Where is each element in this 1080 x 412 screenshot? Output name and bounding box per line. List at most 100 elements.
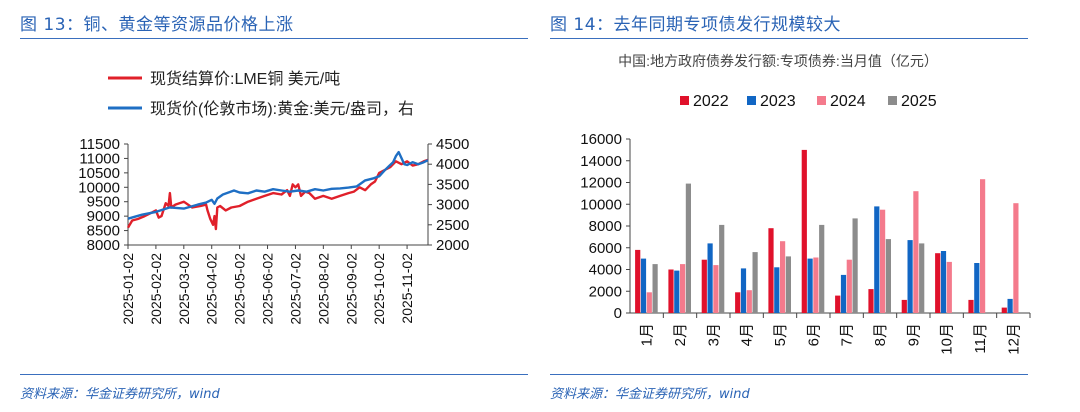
y-left-tick-label: 10000	[78, 179, 120, 196]
legend-swatch-2023	[747, 96, 756, 105]
gold-price-line	[127, 150, 429, 220]
bar-2022-5月	[768, 228, 774, 313]
x-tick-label: 2025-03-02	[176, 253, 192, 325]
bar-2024-4月	[746, 290, 752, 313]
bar-2023-2月	[674, 270, 680, 313]
bar-2025-7月	[852, 218, 858, 313]
x-tick-label: 10月	[939, 323, 956, 355]
y-right-tick-label: 4500	[436, 136, 469, 153]
bar-2024-3月	[713, 265, 719, 313]
y-tick-label: 12000	[580, 175, 622, 192]
figure-13-bottom-rule	[20, 374, 528, 375]
legend-swatch-2022	[680, 96, 689, 105]
y-tick-label: 10000	[580, 196, 622, 213]
y-left-tick-label: 11500	[79, 136, 120, 153]
legend-swatch-2024	[817, 96, 826, 105]
x-tick-label: 11月	[972, 323, 989, 354]
x-tick-label: 8月	[872, 323, 889, 346]
bar-2022-4月	[735, 292, 741, 313]
legend-label-2022: 2022	[693, 93, 729, 110]
x-tick-label: 2025-07-02	[287, 253, 303, 325]
x-tick-label: 9月	[905, 323, 922, 346]
x-tick-label: 2025-05-02	[232, 253, 248, 325]
y-right-tick-label: 2000	[436, 237, 469, 254]
y-left-tick-label: 9000	[87, 208, 120, 225]
y-tick-label: 14000	[580, 153, 622, 170]
figure-13-top-rule	[20, 38, 528, 39]
y-left-tick-label: 9500	[87, 194, 120, 211]
figure-14-bottom-rule	[550, 374, 1028, 375]
y-left-tick-label: 10500	[78, 165, 120, 182]
figure-14-source: 资料来源：华金证券研究所，wind	[550, 387, 750, 402]
copper-price-line	[126, 158, 429, 231]
y-right-tick-label: 3000	[436, 197, 469, 214]
bar-2022-12月	[1001, 307, 1007, 313]
bar-2025-2月	[685, 183, 691, 313]
y-left-tick-label: 11000	[79, 150, 120, 167]
bar-2025-8月	[885, 239, 891, 313]
legend-label-2023: 2023	[760, 93, 796, 110]
x-tick-label: 2025-06-02	[260, 253, 276, 325]
bar-2023-7月	[840, 274, 847, 313]
x-tick-label: 3月	[705, 323, 722, 346]
bar-2023-4月	[740, 268, 747, 313]
legend-label-2024: 2024	[830, 93, 866, 110]
bar-chart: 中国:地方政府债券发行额:专项债券:当月值（亿元） 2022 2023 2024 202…	[580, 53, 1031, 355]
bar-2022-2月	[668, 269, 674, 313]
bar-2024-2月	[680, 264, 686, 313]
bar-2023-10月	[940, 251, 947, 313]
y-right-tick-label: 4000	[436, 156, 469, 173]
y-tick-label: 2000	[589, 283, 622, 300]
bar-2024-7月	[846, 259, 852, 313]
bar-2022-9月	[901, 299, 907, 313]
legend-label-2025: 2025	[901, 93, 937, 110]
figure-14: 图 14：去年同期专项债发行规模较大 中国:地方政府债券发行额:专项债券:当月值…	[550, 0, 1080, 412]
x-tick-label: 6月	[805, 323, 822, 346]
x-tick-label: 2月	[672, 323, 689, 346]
legend-label-1: 现货结算价:LME铜 美元/吨	[150, 69, 340, 88]
bar-2025-1月	[652, 264, 658, 313]
y-left-tick-label: 8000	[87, 237, 120, 254]
x-tick-label: 2025-01-02	[120, 253, 136, 325]
bar-2025-3月	[719, 224, 725, 313]
bar-2024-12月	[1013, 203, 1019, 313]
bar-2023-12月	[1007, 298, 1013, 313]
bar-2023-5月	[774, 267, 780, 313]
bar-2023-11月	[974, 263, 980, 313]
bar-2024-8月	[880, 209, 886, 313]
x-tick-label: 4月	[739, 323, 756, 346]
bar-2022-11月	[968, 299, 974, 313]
y-tick-label: 8000	[589, 218, 622, 235]
figure-13-title: 图 13：铜、黄金等资源品价格上涨	[20, 15, 294, 35]
bar-2023-3月	[707, 243, 713, 313]
bar-2025-5月	[785, 256, 791, 313]
figure-13: 图 13：铜、黄金等资源品价格上涨 现货结算价:LME铜 美元/吨现货价(伦敦市…	[0, 0, 530, 412]
y-tick-label: 0	[614, 305, 622, 322]
y-tick-label: 4000	[589, 262, 622, 279]
x-tick-label: 2025-04-02	[204, 253, 220, 325]
bar-2025-9月	[919, 243, 925, 313]
x-tick-label: 2025-08-02	[315, 253, 331, 325]
bar-2022-7月	[835, 295, 841, 313]
bar-2022-6月	[801, 149, 807, 313]
bar-chart-subtitle: 中国:地方政府债券发行额:专项债券:当月值（亿元）	[618, 53, 938, 69]
bar-2024-11月	[980, 179, 986, 313]
x-tick-label: 12月	[1005, 323, 1022, 355]
figure-14-title: 图 14：去年同期专项债发行规模较大	[550, 15, 842, 35]
x-tick-label: 2025-09-02	[343, 253, 359, 325]
bar-2022-1月	[635, 249, 641, 313]
y-tick-label: 16000	[580, 131, 622, 148]
bar-2022-3月	[701, 259, 707, 313]
legend-label-2: 现货价(伦敦市场):黄金:美元/盎司，右	[150, 100, 414, 118]
bar-2025-6月	[819, 224, 825, 313]
bar-2023-9月	[907, 240, 913, 313]
y-right-tick-label: 2500	[436, 217, 469, 234]
bar-2024-5月	[780, 241, 786, 313]
x-tick-label: 7月	[839, 323, 856, 346]
bar-2022-8月	[868, 289, 874, 313]
bar-2022-10月	[935, 253, 941, 313]
x-tick-label: 1月	[639, 323, 656, 346]
bar-2024-10月	[946, 261, 952, 313]
figure-14-top-rule	[550, 38, 1028, 39]
